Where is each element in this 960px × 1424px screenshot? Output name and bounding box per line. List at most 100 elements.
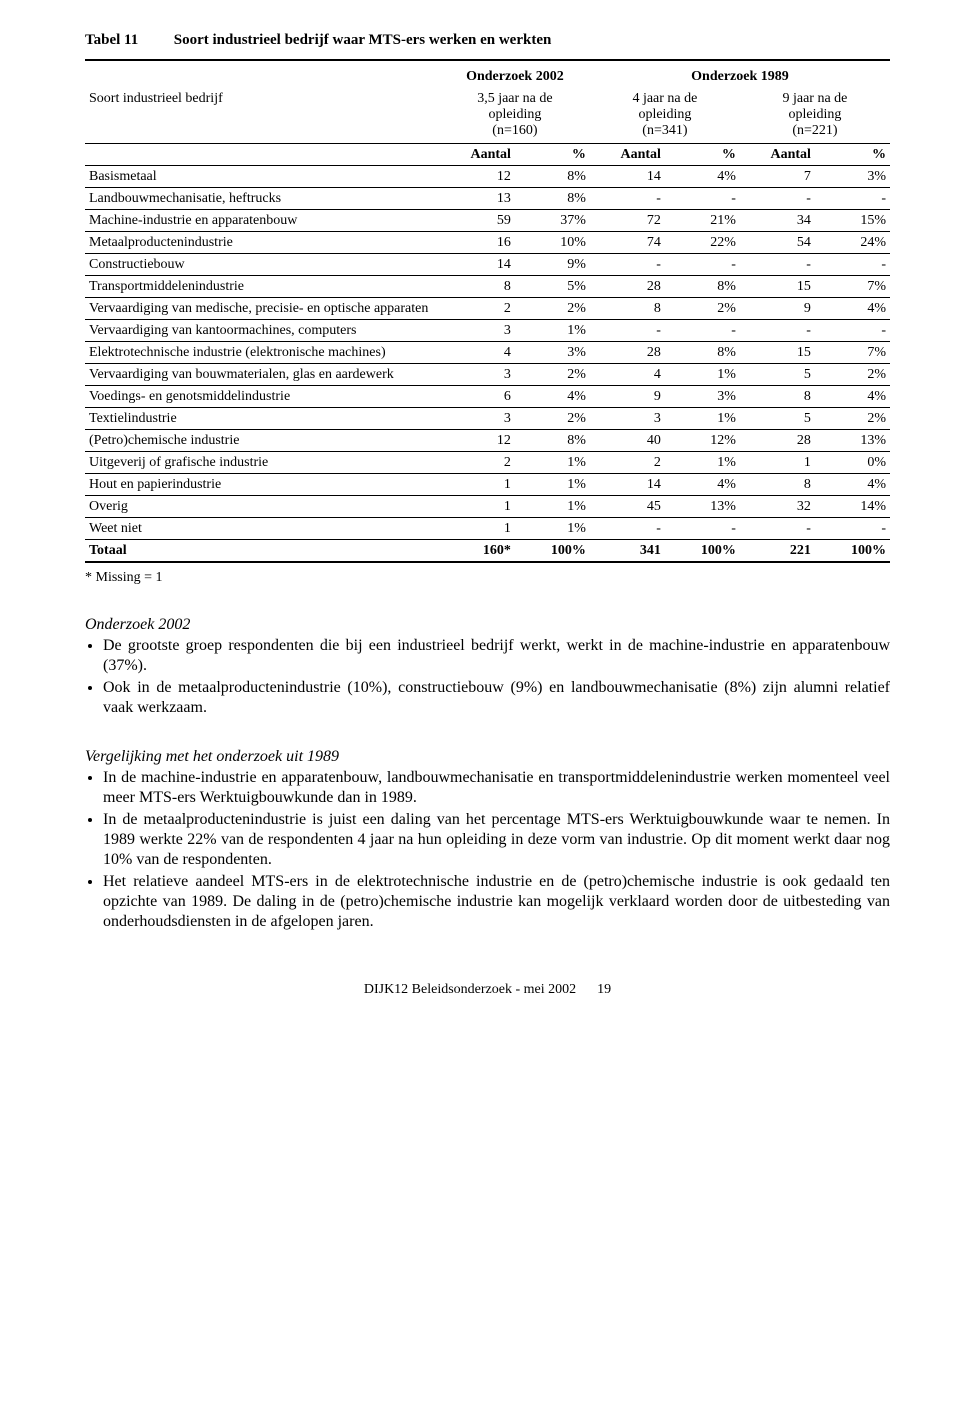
table-cell: - xyxy=(665,254,740,276)
table-cell: - xyxy=(590,518,665,540)
table-cell: 0% xyxy=(815,452,890,474)
table-cell: 34 xyxy=(740,210,815,232)
total-label: Totaal xyxy=(85,540,440,562)
table-cell: 9 xyxy=(590,386,665,408)
table-cell: 21% xyxy=(665,210,740,232)
table-cell: 1% xyxy=(665,364,740,386)
table-cell: 28 xyxy=(590,342,665,364)
total-cell: 100% xyxy=(665,540,740,562)
table-cell: 1% xyxy=(665,408,740,430)
table-cell: 1% xyxy=(515,518,590,540)
table-cell: 8 xyxy=(740,474,815,496)
table-cell: 4% xyxy=(515,386,590,408)
table-cell: 2% xyxy=(815,364,890,386)
table-cell: 1% xyxy=(515,452,590,474)
table-cell: Weet niet xyxy=(85,518,440,540)
page-footer: DIJK12 Beleidsonderzoek - mei 2002 19 xyxy=(85,982,890,998)
table-cell: Uitgeverij of grafische industrie xyxy=(85,452,440,474)
table-footnote: * Missing = 1 xyxy=(85,570,890,586)
table-cell: 3 xyxy=(440,320,515,342)
row-header: Soort industrieel bedrijf xyxy=(85,87,440,144)
table-row: Vervaardiging van bouwmaterialen, glas e… xyxy=(85,364,890,386)
table-cell: 10% xyxy=(515,232,590,254)
table-row: (Petro)chemische industrie128%4012%2813% xyxy=(85,430,890,452)
table-cell: 15% xyxy=(815,210,890,232)
table-cell: 8% xyxy=(665,342,740,364)
table-cell: 3 xyxy=(440,408,515,430)
table-cell: 4 xyxy=(590,364,665,386)
table-cell: 2 xyxy=(440,452,515,474)
table-cell: 8 xyxy=(590,298,665,320)
table-cell: 12% xyxy=(665,430,740,452)
table-cell: 3% xyxy=(815,166,890,188)
group-2002: Onderzoek 2002 xyxy=(440,66,590,87)
table-cell: - xyxy=(815,254,890,276)
table-cell: Transportmiddelenindustrie xyxy=(85,276,440,298)
sub-aantal: Aantal xyxy=(590,144,665,166)
table-cell: Hout en papierindustrie xyxy=(85,474,440,496)
table-cell: 4 xyxy=(440,342,515,364)
table-cell: 24% xyxy=(815,232,890,254)
table-cell: 4% xyxy=(815,298,890,320)
table-cell: 1% xyxy=(515,474,590,496)
list-item: De grootste groep respondenten die bij e… xyxy=(103,636,890,676)
table-cell: - xyxy=(740,254,815,276)
table-cell: 54 xyxy=(740,232,815,254)
table-row: Weet niet11%---- xyxy=(85,518,890,540)
table-cell: - xyxy=(590,188,665,210)
table-cell: - xyxy=(815,188,890,210)
table-cell: Textielindustrie xyxy=(85,408,440,430)
table-cell: - xyxy=(590,320,665,342)
table-cell: 72 xyxy=(590,210,665,232)
table-cell: 12 xyxy=(440,430,515,452)
table-cell: 45 xyxy=(590,496,665,518)
table-cell: 2% xyxy=(515,364,590,386)
table-row: Hout en papierindustrie11%144%84% xyxy=(85,474,890,496)
table-cell: 12 xyxy=(440,166,515,188)
table-cell: 14 xyxy=(590,166,665,188)
list-item: In de machine-industrie en apparatenbouw… xyxy=(103,768,890,808)
table-cell: 2 xyxy=(590,452,665,474)
table-cell: - xyxy=(815,320,890,342)
section-2002-list: De grootste groep respondenten die bij e… xyxy=(103,636,890,718)
table-caption: Soort industrieel bedrijf waar MTS-ers w… xyxy=(174,32,552,48)
table-cell: 1 xyxy=(440,518,515,540)
table-cell: Vervaardiging van medische, precisie- en… xyxy=(85,298,440,320)
table-cell: Elektrotechnische industrie (elektronisc… xyxy=(85,342,440,364)
table-cell: 4% xyxy=(815,474,890,496)
table-cell: Basismetaal xyxy=(85,166,440,188)
table-cell: Vervaardiging van kantoormachines, compu… xyxy=(85,320,440,342)
table-cell: Overig xyxy=(85,496,440,518)
table-number: Tabel 11 xyxy=(85,32,170,49)
table-title: Tabel 11 Soort industrieel bedrijf waar … xyxy=(85,32,890,49)
table-row: Metaalproductenindustrie1610%7422%5424% xyxy=(85,232,890,254)
table-cell: - xyxy=(665,188,740,210)
table-cell: 8% xyxy=(515,430,590,452)
table-cell: 1 xyxy=(440,474,515,496)
table-cell: 28 xyxy=(740,430,815,452)
table-cell: 2 xyxy=(440,298,515,320)
total-cell: 100% xyxy=(515,540,590,562)
table-cell: Vervaardiging van bouwmaterialen, glas e… xyxy=(85,364,440,386)
table-cell: 8% xyxy=(515,166,590,188)
sub-percent: % xyxy=(815,144,890,166)
table-cell: 15 xyxy=(740,276,815,298)
table-cell: - xyxy=(740,188,815,210)
table-cell: 1% xyxy=(665,452,740,474)
table-cell: - xyxy=(815,518,890,540)
table-cell: 4% xyxy=(665,166,740,188)
table-row: Elektrotechnische industrie (elektronisc… xyxy=(85,342,890,364)
table-cell: 14 xyxy=(440,254,515,276)
table-cell: 7% xyxy=(815,342,890,364)
page-number: 19 xyxy=(597,982,611,997)
table-cell: 74 xyxy=(590,232,665,254)
table-cell: 8 xyxy=(440,276,515,298)
table-cell: 37% xyxy=(515,210,590,232)
table-cell: 4% xyxy=(665,474,740,496)
table-cell: 59 xyxy=(440,210,515,232)
table-cell: 2% xyxy=(815,408,890,430)
section-1989-title: Vergelijking met het onderzoek uit 1989 xyxy=(85,748,890,766)
table-cell: 5 xyxy=(740,408,815,430)
table-cell: - xyxy=(740,320,815,342)
table-cell: 2% xyxy=(665,298,740,320)
